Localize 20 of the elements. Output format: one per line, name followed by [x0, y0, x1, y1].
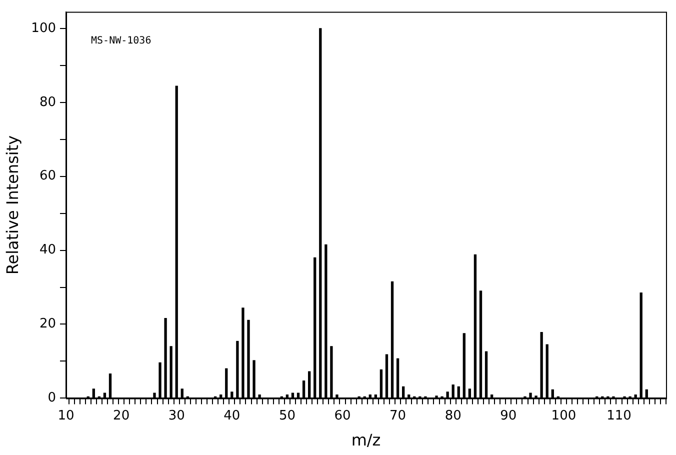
x-tick-label: 80: [444, 408, 462, 424]
x-tick-label: 40: [224, 408, 240, 424]
y-tick-label: 20: [39, 316, 56, 332]
y-tick-label: 80: [39, 94, 56, 110]
x-tick-label: 50: [278, 408, 296, 424]
x-tick-label: 110: [606, 408, 632, 424]
y-tick-label: 0: [48, 390, 56, 406]
x-tick-label: 100: [551, 408, 576, 424]
x-tick-label: 90: [500, 408, 517, 424]
y-axis-title: Relative Intensity: [2, 135, 22, 275]
y-tick-label: 40: [39, 242, 56, 258]
y-tick-label: 100: [31, 20, 56, 36]
annotation: MS-NW-1036: [91, 35, 152, 46]
x-tick-label: 70: [390, 408, 406, 424]
x-tick-label: 10: [58, 408, 74, 424]
x-tick-label: 60: [334, 408, 351, 424]
y-tick-label: 60: [39, 168, 56, 184]
x-tick-label: 30: [168, 408, 185, 424]
x-tick-label: 20: [113, 408, 130, 424]
x-axis-title: m/z: [351, 430, 381, 450]
